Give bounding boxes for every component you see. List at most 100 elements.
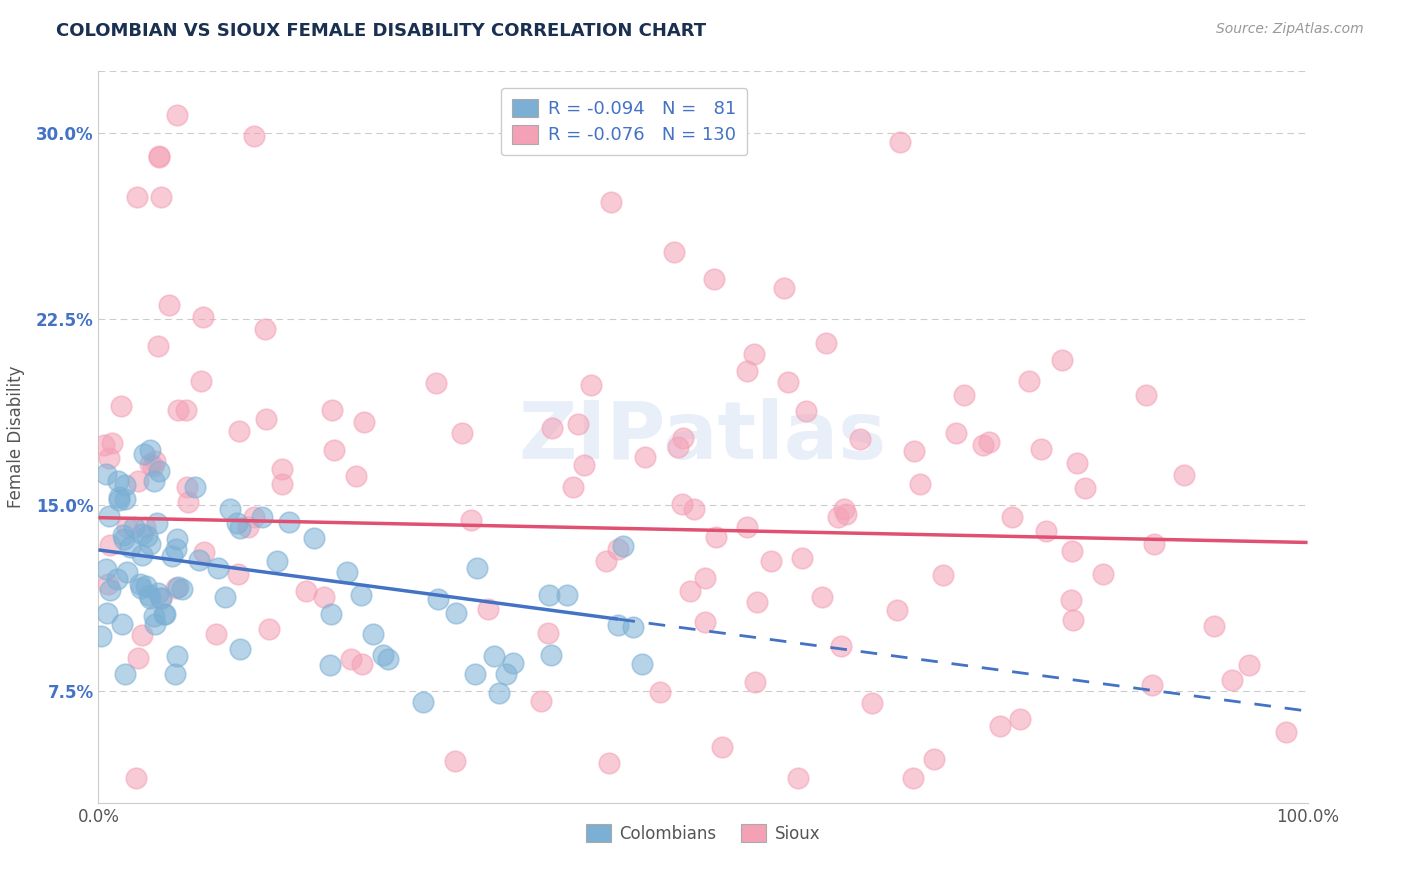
Point [254, 412, 277, 426]
Point [484, 648, 506, 663]
Point [747, 594, 769, 608]
Point [1062, 544, 1084, 558]
Point [166, 108, 188, 122]
Point [129, 577, 152, 591]
Point [190, 375, 212, 389]
Point [371, 648, 394, 663]
Point [312, 590, 335, 604]
Point [1074, 481, 1097, 495]
Point [266, 554, 288, 568]
Point [735, 364, 758, 378]
Point [165, 542, 187, 557]
Point [139, 591, 162, 606]
Point [350, 657, 373, 672]
Point [901, 771, 924, 785]
Point [443, 754, 465, 768]
Point [207, 561, 229, 575]
Point [139, 537, 162, 551]
Point [131, 628, 153, 642]
Point [97, 577, 120, 591]
Point [742, 347, 765, 361]
Point [114, 491, 136, 506]
Point [336, 565, 359, 579]
Point [107, 493, 129, 508]
Point [607, 541, 630, 556]
Point [131, 548, 153, 562]
Point [772, 281, 794, 295]
Point [1018, 374, 1040, 388]
Point [849, 432, 872, 446]
Point [115, 520, 138, 534]
Point [295, 584, 318, 599]
Point [174, 402, 197, 417]
Point [1035, 524, 1057, 538]
Point [1060, 593, 1083, 607]
Point [350, 588, 373, 602]
Point [319, 657, 342, 672]
Point [193, 545, 215, 559]
Legend: Colombians, Sioux: Colombians, Sioux [579, 818, 827, 849]
Point [228, 642, 250, 657]
Point [204, 626, 226, 640]
Point [555, 588, 578, 602]
Point [93, 438, 115, 452]
Point [135, 579, 157, 593]
Point [150, 190, 173, 204]
Point [621, 620, 644, 634]
Point [112, 528, 135, 542]
Point [567, 417, 589, 431]
Point [634, 450, 657, 465]
Point [488, 686, 510, 700]
Point [908, 476, 931, 491]
Point [166, 649, 188, 664]
Point [148, 150, 170, 164]
Point [886, 603, 908, 617]
Point [572, 458, 595, 472]
Point [243, 128, 266, 143]
Point [98, 583, 121, 598]
Point [695, 571, 717, 585]
Point [146, 585, 169, 599]
Point [96, 606, 118, 620]
Point [540, 421, 562, 435]
Point [1001, 509, 1024, 524]
Point [122, 520, 145, 534]
Point [97, 451, 120, 466]
Point [451, 425, 474, 440]
Point [138, 443, 160, 458]
Point [125, 190, 148, 204]
Text: COLOMBIAN VS SIOUX FEMALE DISABILITY CORRELATION CHART: COLOMBIAN VS SIOUX FEMALE DISABILITY COR… [56, 22, 706, 40]
Point [323, 442, 346, 457]
Point [790, 550, 813, 565]
Point [814, 336, 837, 351]
Point [1143, 537, 1166, 551]
Point [254, 322, 277, 336]
Point [127, 651, 149, 665]
Y-axis label: Female Disability: Female Disability [7, 366, 25, 508]
Point [101, 436, 124, 450]
Point [612, 539, 634, 553]
Point [778, 376, 800, 390]
Point [117, 565, 139, 579]
Point [1062, 613, 1084, 627]
Point [972, 438, 994, 452]
Point [321, 403, 343, 417]
Point [832, 502, 855, 516]
Point [149, 591, 172, 606]
Point [214, 590, 236, 604]
Point [502, 656, 524, 670]
Point [811, 590, 834, 604]
Text: Source: ZipAtlas.com: Source: ZipAtlas.com [1216, 22, 1364, 37]
Point [1173, 467, 1195, 482]
Point [131, 526, 153, 541]
Point [703, 272, 725, 286]
Point [671, 497, 693, 511]
Point [495, 666, 517, 681]
Point [135, 529, 157, 543]
Point [143, 608, 166, 623]
Point [672, 431, 695, 445]
Point [377, 652, 399, 666]
Point [98, 538, 121, 552]
Point [142, 474, 165, 488]
Point [339, 652, 361, 666]
